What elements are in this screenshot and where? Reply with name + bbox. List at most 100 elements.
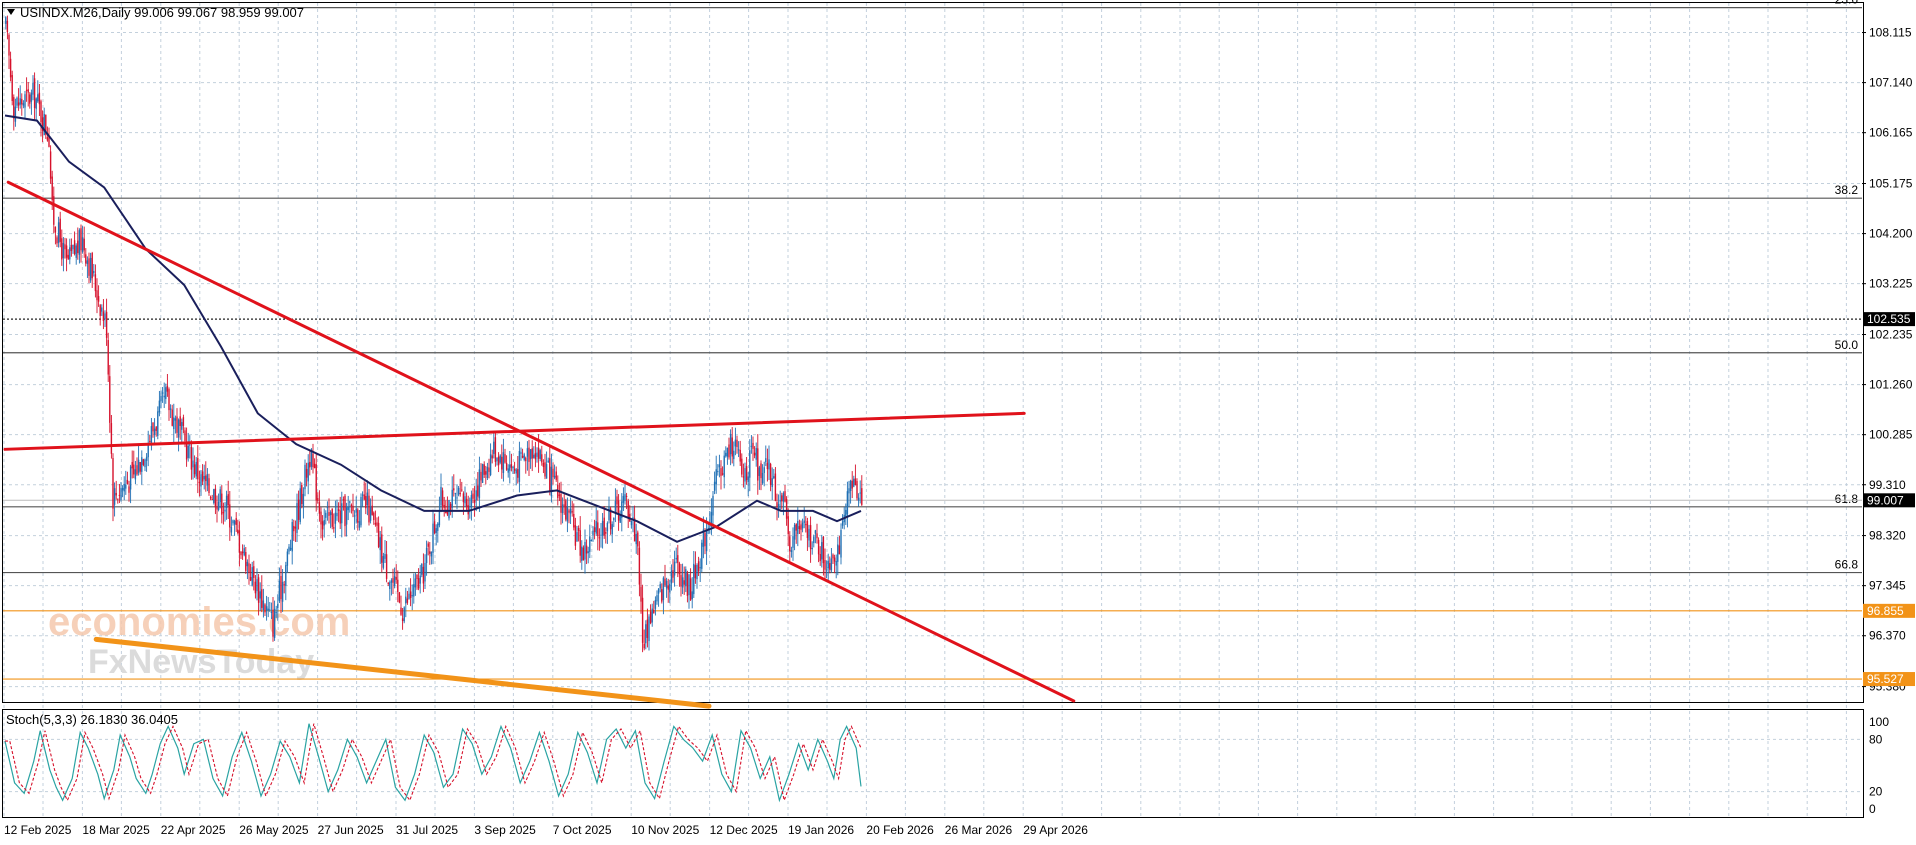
candle-body (259, 591, 261, 599)
candle-body (675, 557, 677, 560)
candle-body (214, 488, 217, 508)
descending-resistance-trendline[interactable] (6, 180, 1076, 703)
candle-body (681, 577, 684, 588)
candle-body (541, 454, 543, 463)
candle-body (712, 495, 714, 516)
stoch-tick-label: 100 (1869, 715, 1889, 729)
candle-body (824, 560, 826, 570)
candle-body (472, 493, 474, 499)
candle-body (622, 495, 625, 503)
candle-body (155, 426, 157, 431)
candle-body (653, 609, 655, 614)
candle-body (243, 548, 245, 556)
candle-body (721, 473, 724, 475)
candle-body (769, 463, 772, 485)
candle-body (560, 494, 562, 513)
candle-body (590, 539, 593, 542)
candle-body (310, 449, 313, 467)
candle-body (657, 588, 660, 594)
candle-body (93, 270, 95, 274)
candle-body (345, 507, 348, 525)
candle-body (33, 78, 36, 108)
candle-body (446, 509, 449, 515)
price-tick-label: 102.235 (1869, 328, 1913, 342)
candle-body (526, 448, 529, 457)
candle-body (145, 456, 148, 461)
candle-body (265, 606, 268, 611)
candle-body (261, 589, 263, 608)
candle-body (189, 444, 191, 446)
candle-body (678, 563, 681, 575)
price-tick-label: 107.140 (1869, 76, 1913, 90)
stoch-signal-line (5, 723, 862, 803)
candle-body (216, 506, 218, 510)
candle-body (190, 446, 193, 470)
x-tick-label: 27 Jun 2025 (318, 823, 384, 837)
candle-body (760, 463, 762, 479)
candle-body (72, 244, 74, 250)
candle-body (6, 20, 9, 33)
price-tick-label: 99.310 (1869, 478, 1906, 492)
candle-body (697, 561, 700, 572)
ascending-neckline-trendline[interactable] (3, 411, 1026, 451)
candle-body (382, 556, 385, 568)
candle-body (728, 444, 730, 458)
candle-body (291, 522, 293, 552)
candle-body (705, 530, 708, 552)
candle-body (624, 494, 626, 501)
symbol-header: USINDX.M26,Daily 99.006 99.067 98.959 99… (20, 5, 304, 20)
collapse-arrow-icon[interactable] (7, 9, 15, 15)
candle-body (81, 237, 84, 252)
candle-body (251, 567, 253, 586)
candle-body (544, 462, 546, 477)
candle-body (427, 543, 429, 547)
candle-body (17, 102, 20, 106)
candle-body (470, 495, 473, 508)
candle-body (536, 452, 538, 457)
axis-layer: 12 Feb 2025 18 Mar 2025 22 Apr 2025 26 May … (4, 26, 1915, 837)
candle-body (449, 503, 452, 512)
candle-body (558, 494, 561, 496)
candle-body (88, 258, 90, 276)
candle-body (27, 89, 29, 93)
candle-body (827, 560, 829, 569)
candle-body (497, 456, 500, 466)
candle-body (297, 499, 300, 520)
candle-body (821, 542, 823, 560)
candle-body (715, 469, 717, 485)
candle-body (798, 526, 801, 530)
candle-body (32, 82, 34, 95)
candle-body (694, 565, 697, 579)
candle-body (529, 449, 532, 460)
candle-body (795, 523, 797, 531)
candle-body (206, 474, 209, 486)
candle-body (512, 466, 514, 469)
candle-body (816, 533, 818, 539)
candle-body (453, 488, 455, 491)
candle-body (633, 518, 636, 542)
candle-body (129, 466, 132, 490)
candle-body (144, 459, 146, 468)
candle-body (861, 488, 863, 505)
candle-body (464, 496, 466, 504)
candle-body (78, 230, 81, 255)
candle-body (430, 551, 433, 557)
candle-body (787, 516, 789, 535)
candle-body (224, 509, 226, 512)
candle-body (432, 523, 434, 553)
lower-support-trendline[interactable] (93, 636, 712, 709)
candle-body (307, 462, 309, 482)
candle-body (515, 469, 517, 474)
candle-body (184, 430, 186, 442)
candle-body (149, 440, 151, 442)
candle-body (56, 237, 58, 244)
x-tick-label: 19 Jan 2026 (788, 823, 854, 837)
candle-body (325, 512, 327, 518)
candle-body (729, 434, 732, 455)
candle-body (301, 484, 303, 504)
price-marker-label: 102.535 (1867, 312, 1911, 326)
candle-body (689, 578, 692, 600)
x-tick-label: 22 Apr 2025 (161, 823, 226, 837)
candle-body (614, 500, 617, 514)
candle-body (480, 471, 482, 481)
